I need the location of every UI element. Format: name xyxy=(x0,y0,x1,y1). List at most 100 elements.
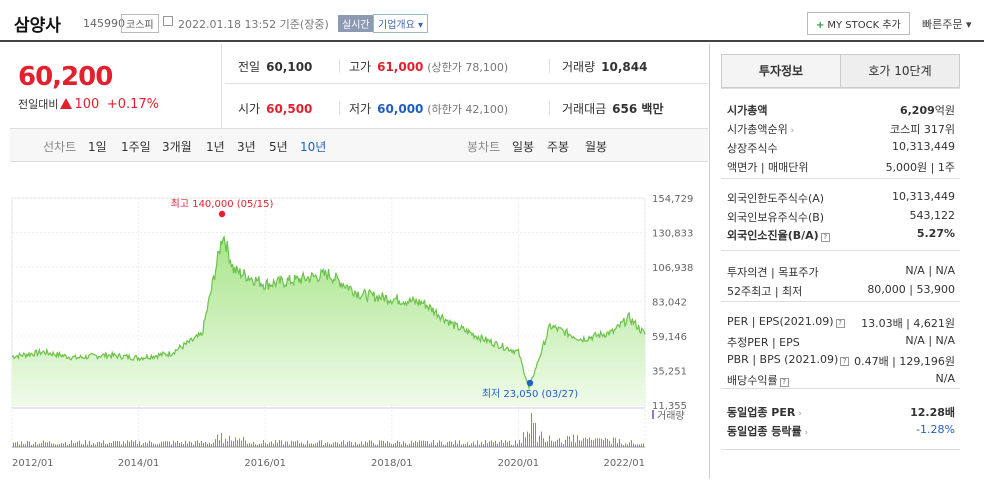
volume-bar xyxy=(143,443,144,447)
amount-value: 656 백만 xyxy=(612,102,664,116)
volume-bar xyxy=(457,443,458,447)
volume-bar xyxy=(439,440,440,447)
volume-bar xyxy=(605,437,606,447)
volume-bar xyxy=(363,444,364,447)
tab-1day[interactable]: 1일 xyxy=(88,140,107,154)
help-icon[interactable]: ? xyxy=(820,233,830,242)
y-tick-label: 154,729 xyxy=(652,194,693,205)
volume-bar xyxy=(295,441,296,447)
volume-bar xyxy=(441,441,442,447)
summary-amount: 거래대금 656 백만 xyxy=(562,100,663,117)
help-icon[interactable]: ? xyxy=(779,378,789,387)
change-percent: +0.17% xyxy=(106,97,160,112)
tab-10years[interactable]: 10년 xyxy=(300,140,327,154)
volume-bar xyxy=(325,442,326,447)
tab-quote-10[interactable]: 호가 10단계 xyxy=(840,54,960,88)
tab-weekly[interactable]: 주봉 xyxy=(547,140,570,154)
max-price-label: 최고 140,000 (05/15) xyxy=(171,198,274,210)
prev-label: 전일 xyxy=(238,60,261,74)
realtime-badge[interactable]: 실시간 xyxy=(338,15,374,32)
volume-bar xyxy=(267,444,268,447)
volume-bar xyxy=(119,441,120,447)
volume-bar xyxy=(145,442,146,447)
divider xyxy=(225,83,708,84)
volume-bar xyxy=(547,441,548,447)
volume-bar xyxy=(527,431,528,447)
volume-bar xyxy=(23,444,24,447)
volume-bar xyxy=(219,440,220,447)
tab-monthly[interactable]: 월봉 xyxy=(585,140,608,154)
volume-bar xyxy=(207,443,208,447)
summary-high: 고가 61,000 (상한가 78,100) xyxy=(349,58,508,75)
mystock-add-button[interactable]: + MY STOCK 추가 xyxy=(807,12,910,35)
volume-bar xyxy=(17,441,18,447)
volume-bar xyxy=(497,443,498,447)
volume-bar xyxy=(263,440,264,447)
info-label: 외국인보유주식수(B) xyxy=(727,210,825,224)
tab-invest-info[interactable]: 투자정보 xyxy=(721,54,841,88)
volume-bar xyxy=(579,440,580,447)
volume-bar xyxy=(589,437,590,447)
volume-bar xyxy=(557,439,558,447)
chevron-right-icon[interactable]: › xyxy=(787,126,795,136)
volume-value: 10,844 xyxy=(601,60,648,74)
volume-bar xyxy=(255,444,256,447)
volume-bar xyxy=(367,442,368,447)
volume-bar xyxy=(217,434,218,447)
volume-bar xyxy=(133,441,134,447)
min-price-label: 최저 23,050 (03/27) xyxy=(482,388,578,400)
volume-bar xyxy=(213,442,214,447)
tab-daily[interactable]: 일봉 xyxy=(512,140,535,154)
volume-bar xyxy=(513,444,514,447)
tab-5years[interactable]: 5년 xyxy=(269,140,288,154)
volume-bar xyxy=(479,444,480,447)
company-info-dropdown[interactable]: 기업개요 ▾ xyxy=(373,14,429,33)
volume-bar xyxy=(269,442,270,447)
volume-bar xyxy=(421,440,422,447)
tab-3months[interactable]: 3개월 xyxy=(162,140,192,154)
info-label: 상장주식수 xyxy=(727,142,778,155)
volume-bar xyxy=(377,444,378,447)
info-value: 5.27% xyxy=(916,227,955,240)
help-icon[interactable]: ? xyxy=(840,357,850,366)
divider xyxy=(549,59,550,73)
tab-1year[interactable]: 1년 xyxy=(206,140,225,154)
volume-bar xyxy=(155,444,156,447)
volume-bar xyxy=(187,443,188,447)
y-tick-label: 130,833 xyxy=(652,229,693,240)
volume-bar xyxy=(259,443,260,447)
mystock-label: MY STOCK 추가 xyxy=(827,20,901,31)
volume-bar xyxy=(503,442,504,447)
x-tick-label: 2018/01 xyxy=(371,458,413,469)
volume-bar xyxy=(215,439,216,447)
chevron-right-icon[interactable]: › xyxy=(801,428,809,438)
volume-bar xyxy=(15,442,16,447)
volume-bar xyxy=(575,442,576,447)
volume-bar xyxy=(509,440,510,447)
volume-bar xyxy=(69,443,70,447)
volume-bar xyxy=(583,438,584,447)
volume-bar xyxy=(565,439,566,447)
volume-bar xyxy=(491,440,492,447)
tab-1week[interactable]: 1주일 xyxy=(121,140,151,154)
volume-bar xyxy=(573,434,574,447)
volume-bar xyxy=(195,441,196,447)
volume-legend: 거래량 xyxy=(657,410,685,422)
volume-bar xyxy=(179,442,180,447)
help-icon[interactable]: ? xyxy=(835,319,845,328)
volume-bar xyxy=(41,442,42,447)
volume-bar xyxy=(233,441,234,447)
chevron-right-icon[interactable]: › xyxy=(795,409,802,419)
quick-order-button[interactable]: 빠른주문 ▾ xyxy=(922,16,972,32)
quick-order-label: 빠른주문 xyxy=(922,18,963,31)
info-label: 52주최고 | 최저 xyxy=(727,285,803,298)
volume-bar xyxy=(433,440,434,447)
divider xyxy=(721,449,960,450)
tab-3years[interactable]: 3년 xyxy=(237,140,256,154)
volume-bar xyxy=(607,438,608,447)
volume-bar xyxy=(369,440,370,447)
price-chart[interactable]: 154,729 130,833 106,938 83,042 59,146 35,251 1… xyxy=(0,190,710,480)
volume-bar xyxy=(199,442,200,447)
volume-bar xyxy=(445,444,446,447)
volume-bar xyxy=(473,441,474,447)
